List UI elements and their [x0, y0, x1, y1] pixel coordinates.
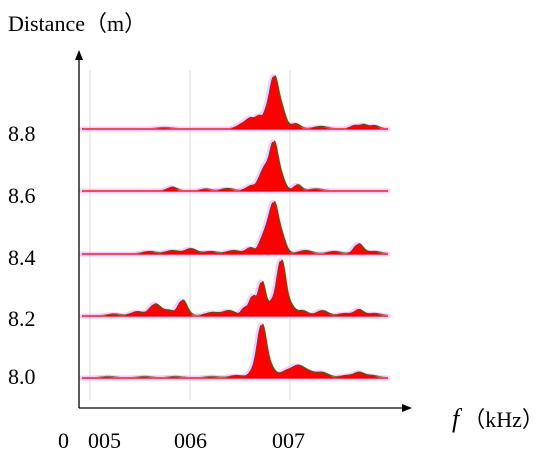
y-axis-arrow: [75, 50, 83, 60]
y-axis-label: Distance（m）: [8, 11, 147, 36]
y-tick-label: 8.8: [8, 121, 36, 146]
y-tick-label: 8.2: [8, 306, 36, 331]
spectrum-halo: [79, 322, 391, 381]
x-tick-label: 0: [58, 428, 69, 453]
spectrum-8-2: [79, 258, 391, 319]
x-axis-label: f （kHz）: [452, 402, 544, 434]
x-tick-label: 006: [174, 428, 207, 453]
spectrum-8-6: [79, 139, 391, 194]
spectrum-8-4: [79, 199, 391, 257]
spectrum-shadow: [83, 201, 390, 253]
x-tick-label: 007: [272, 428, 305, 453]
spectrum-halo: [79, 258, 391, 319]
x-tick-label: 005: [88, 428, 121, 453]
spectrum-fill: [82, 260, 388, 316]
spectrum-8-8: [79, 73, 391, 132]
spectrum-8-0: [79, 322, 391, 381]
axes: [75, 50, 412, 412]
spectrum-shadow: [83, 323, 390, 377]
spectrum-halo: [79, 139, 391, 194]
spectrum-shadow: [83, 75, 390, 128]
spectrum-halo: [79, 199, 391, 257]
spectrum-fill: [82, 324, 388, 378]
spectrum-fill: [82, 202, 388, 254]
y-tick-label: 8.6: [8, 183, 36, 208]
x-axis-symbol: f: [452, 404, 460, 433]
x-axis-unit: （kHz）: [463, 407, 544, 432]
y-tick-label: 8.0: [8, 364, 36, 389]
spectrum-shadow: [83, 140, 390, 190]
spectrum-halo: [79, 73, 391, 132]
spectrum-fill: [82, 141, 388, 191]
spectrum-shadow: [83, 259, 390, 315]
x-axis-arrow: [402, 404, 412, 412]
spectrum-fill: [82, 76, 388, 129]
y-tick-label: 8.4: [8, 245, 36, 270]
spectra-group: [79, 73, 391, 381]
